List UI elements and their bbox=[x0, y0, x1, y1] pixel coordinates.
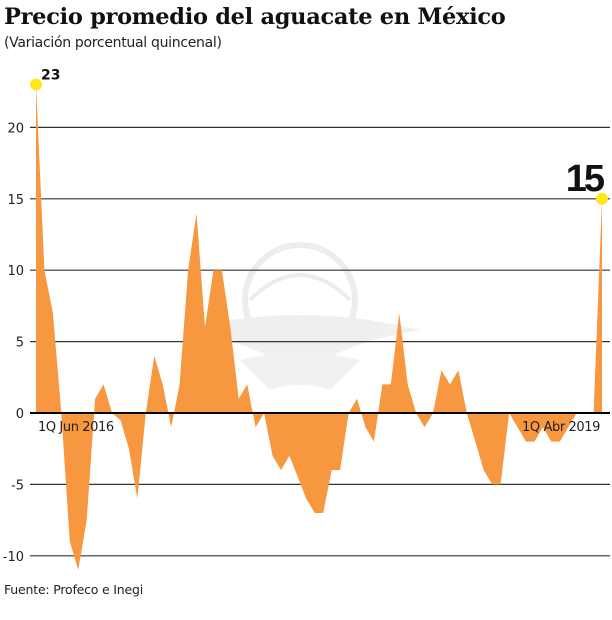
y-tick-label: 20 bbox=[7, 121, 24, 136]
y-tick-label: 10 bbox=[7, 264, 24, 279]
source-note: Fuente: Profeco e Inegi bbox=[4, 582, 144, 597]
y-tick-label: -10 bbox=[3, 550, 24, 565]
x-date-label: 1Q Abr 2019 bbox=[522, 420, 600, 435]
y-tick-label: -5 bbox=[11, 478, 24, 493]
y-tick-label: 0 bbox=[16, 407, 24, 422]
annotation-label: 23 bbox=[41, 68, 60, 84]
x-date-label: 1Q Jun 2016 bbox=[38, 420, 114, 435]
y-tick-label: 15 bbox=[7, 193, 24, 208]
highlight-point bbox=[30, 78, 42, 91]
series-area bbox=[36, 84, 602, 571]
chart-title: Precio promedio del aguacate en México bbox=[4, 4, 506, 30]
watermark-logo bbox=[180, 242, 420, 390]
y-tick-label: 5 bbox=[16, 336, 24, 351]
chart-subtitle: (Variación porcentual quincenal) bbox=[4, 35, 222, 51]
annotation-label: 15 bbox=[566, 158, 605, 200]
highlight-point bbox=[596, 192, 608, 205]
